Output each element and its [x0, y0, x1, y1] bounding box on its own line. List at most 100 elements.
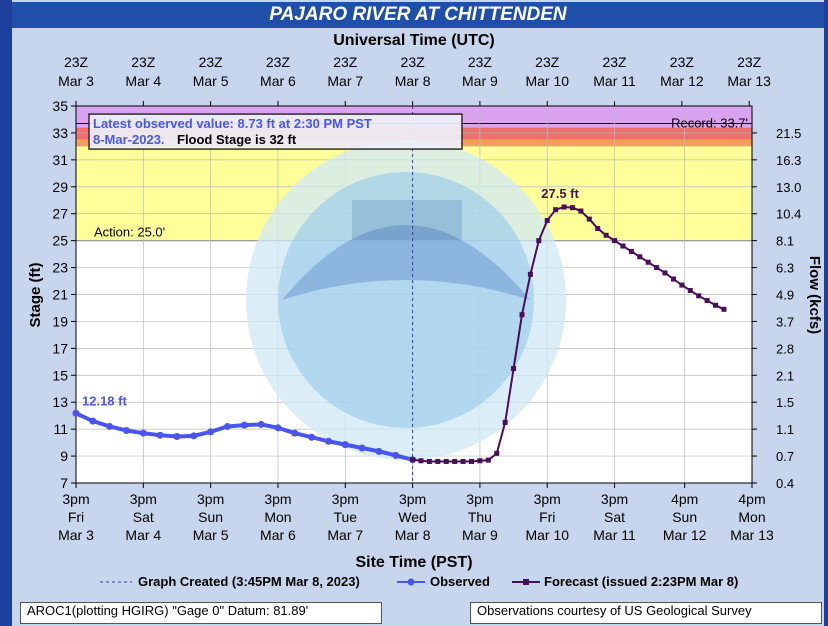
- x-tick-day: Mon: [738, 509, 765, 525]
- forecast-point: [443, 458, 449, 464]
- x2-tick-date: Mar 12: [660, 73, 704, 89]
- forecast-point: [620, 243, 626, 249]
- x-tick-time: 3pm: [601, 491, 628, 507]
- y2-tick-label: 2.8: [776, 341, 794, 356]
- y-tick-label: 25: [52, 233, 68, 249]
- y-tick-label: 15: [52, 367, 68, 383]
- x2-tick-hour: 23Z: [199, 54, 224, 70]
- y-tick-label: 19: [52, 313, 68, 329]
- y-tick-label: 7: [60, 475, 68, 491]
- x2-tick-hour: 23Z: [333, 54, 358, 70]
- x2-tick-hour: 23Z: [670, 54, 695, 70]
- forecast-point: [527, 271, 533, 277]
- noaa-logo-watermark: [246, 140, 566, 460]
- x2-tick-hour: 23Z: [64, 54, 89, 70]
- x2-tick-date: Mar 7: [327, 73, 363, 89]
- forecast-point: [595, 226, 601, 232]
- y2-tick-label: 1.5: [776, 395, 794, 410]
- datum-footer: AROC1(plotting HGIRG) "Gage 0" Datum: 81…: [20, 602, 382, 624]
- x-tick-day: Tue: [333, 509, 357, 525]
- x-tick-date: Mar 11: [593, 527, 636, 543]
- record-stage-label: Record: 33.7': [671, 116, 748, 131]
- legend-observed-marker: [407, 578, 415, 586]
- observed-point: [341, 441, 349, 449]
- x2-tick-date: Mar 3: [58, 73, 94, 89]
- observed-point: [223, 422, 231, 430]
- x2-tick-date: Mar 9: [462, 73, 498, 89]
- observed-point: [72, 409, 80, 417]
- observed-point: [106, 422, 114, 430]
- observed-point: [190, 432, 198, 440]
- observed-point: [358, 444, 366, 452]
- observed-point: [291, 429, 299, 437]
- x-tick-date: Mar 6: [260, 527, 296, 543]
- forecast-point: [469, 458, 475, 464]
- y-tick-label: 13: [52, 394, 68, 410]
- x-tick-date: Mar 7: [327, 527, 363, 543]
- x-tick-time: 3pm: [197, 491, 224, 507]
- y-tick-label: 17: [52, 340, 68, 356]
- x2-tick-hour: 23Z: [266, 54, 291, 70]
- y-tick-label: 29: [52, 179, 68, 195]
- x2-tick-date: Mar 13: [727, 73, 771, 89]
- x-tick-time: 4pm: [671, 491, 698, 507]
- y-tick-label: 35: [52, 98, 68, 114]
- forecast-point: [670, 276, 676, 282]
- forecast-point: [645, 259, 651, 265]
- y2-tick-label: 0.7: [776, 449, 794, 464]
- x-tick-time: 4pm: [738, 491, 765, 507]
- x-tick-day: Fri: [539, 509, 555, 525]
- y-tick-label: 9: [60, 448, 68, 464]
- x-tick-date: Mar 13: [730, 527, 774, 543]
- x-tick-day: Sat: [604, 509, 625, 525]
- latest-value-box: [88, 113, 463, 150]
- y-tick-label: 31: [52, 152, 68, 168]
- forecast-point: [553, 207, 559, 213]
- forecast-point: [654, 265, 660, 271]
- forecast-point: [502, 419, 508, 425]
- top-axis-title: Universal Time (UTC): [333, 32, 495, 49]
- chart-title: PAJARO RIVER AT CHITTENDEN: [12, 2, 824, 28]
- x2-tick-hour: 23Z: [535, 54, 560, 70]
- forecast-point: [628, 248, 634, 254]
- forecast-point: [410, 457, 416, 463]
- forecast-point: [704, 298, 710, 304]
- observed-point: [173, 433, 181, 441]
- forecast-point: [612, 238, 618, 244]
- x2-tick-hour: 23Z: [131, 54, 156, 70]
- x2-tick-date: Mar 10: [525, 73, 569, 89]
- legend-created-label: Graph Created (3:45PM Mar 8, 2023): [138, 574, 360, 589]
- y2-tick-label: 10.4: [776, 207, 801, 222]
- y-tick-label: 11: [53, 421, 68, 437]
- forecast-point: [477, 458, 483, 464]
- y2-tick-label: 2.1: [776, 368, 794, 383]
- x-tick-day: Sun: [672, 509, 697, 525]
- x-tick-time: 3pm: [130, 491, 157, 507]
- observed-point: [122, 426, 130, 434]
- observed-point: [308, 433, 316, 441]
- peak-value-label: 27.5 ft: [541, 186, 579, 201]
- x2-tick-hour: 23Z: [737, 54, 762, 70]
- latest-value-line1: Latest observed value: 8.73 ft at 2:30 P…: [93, 116, 372, 131]
- credit-footer: Observations courtesy of US Geological S…: [470, 602, 822, 624]
- x-tick-date: Mar 3: [58, 527, 94, 543]
- forecast-point: [713, 302, 719, 308]
- forecast-point: [603, 232, 609, 238]
- forecast-point: [544, 217, 550, 223]
- flood-stage-note: Flood Stage is 32 ft: [177, 132, 297, 147]
- x-tick-day: Fri: [68, 509, 84, 525]
- x-tick-day: Mon: [264, 509, 291, 525]
- y2-tick-label: 16.3: [776, 153, 801, 168]
- x-tick-day: Sun: [198, 509, 223, 525]
- forecast-point: [687, 287, 693, 293]
- forecast-point: [696, 293, 702, 299]
- observed-point: [240, 421, 248, 429]
- y2-tick-label: 1.1: [776, 422, 794, 437]
- x-tick-time: 3pm: [264, 491, 291, 507]
- y-axis-title: Stage (ft): [27, 263, 44, 328]
- observed-point: [324, 437, 332, 445]
- x-tick-date: Mar 10: [525, 527, 569, 543]
- y-tick-label: 23: [52, 260, 68, 276]
- chart-legend: Graph Created (3:45PM Mar 8, 2023) Obser…: [92, 572, 772, 592]
- forecast-point: [578, 208, 584, 214]
